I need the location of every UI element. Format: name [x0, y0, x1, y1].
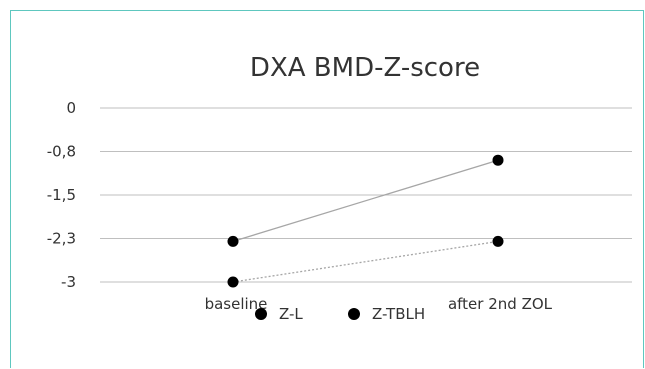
chart-frame: [10, 10, 644, 368]
data-point: [227, 235, 239, 247]
legend-marker: [348, 308, 360, 320]
y-tick-label: -0,8: [47, 143, 76, 161]
data-point: [227, 276, 239, 288]
series-line: [232, 240, 499, 283]
legend-label: Z-L: [279, 305, 303, 323]
series-line: [232, 159, 499, 243]
legend: Z-L Z-TBLH: [255, 305, 425, 323]
chart-title: DXA BMD-Z-score: [250, 53, 480, 83]
legend-label: Z-TBLH: [372, 305, 425, 323]
x-tick-label: after 2nd ZOL: [448, 295, 553, 313]
grid: [100, 107, 632, 283]
legend-marker: [255, 308, 267, 320]
y-axis-ticks: 0 -0,8 -1,5 -2,3 -3: [47, 99, 76, 291]
x-tick-label: baseline: [205, 295, 268, 313]
data-point: [492, 235, 504, 247]
series: [227, 154, 504, 288]
y-tick-label: 0: [66, 99, 76, 117]
y-tick-label: -2,3: [47, 230, 76, 248]
x-axis-ticks: baseline after 2nd ZOL: [205, 295, 553, 313]
y-tick-label: -3: [61, 273, 76, 291]
data-point: [492, 154, 504, 166]
y-tick-label: -1,5: [47, 186, 76, 204]
